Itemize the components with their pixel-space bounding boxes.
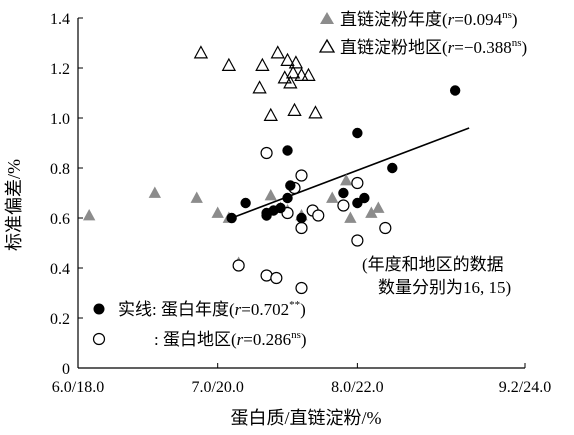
point-protein-year: [387, 162, 398, 174]
point-amylose-year: [365, 206, 378, 218]
point-amylose-region: [285, 65, 301, 79]
point-amylose-year: [190, 191, 203, 203]
point-amylose-region: [193, 45, 209, 59]
point-amylose-region: [294, 67, 309, 81]
point-protein-region: [232, 259, 245, 272]
point-protein-region: [379, 221, 392, 235]
point-protein-region: [295, 221, 308, 235]
data-count-note: (年度和地区的数据 数量分别为16, 15): [362, 255, 511, 297]
point-protein-year: [282, 192, 293, 204]
point-protein-year: [352, 127, 363, 139]
point-amylose-region: [270, 45, 285, 59]
legend-label-protein-year: 实线: 蛋白年度(r=0.702**): [118, 299, 306, 319]
y-tick-label: 1.2: [50, 61, 70, 78]
trendline-layer: [231, 127, 470, 219]
point-amylose-year: [148, 186, 162, 198]
point-protein-region: [270, 271, 283, 285]
point-amylose-region: [308, 105, 323, 119]
point-amylose-region: [263, 107, 278, 121]
point-amylose-region: [221, 57, 237, 71]
note-line-1: (年度和地区的数据: [362, 255, 504, 274]
y-tick-label: 0.2: [50, 311, 70, 328]
x-tick-label: 8.0/22.0: [331, 379, 383, 396]
legend-top: 直链淀粉年度(r=0.094ns) 直链淀粉地区(r=−0.388ns): [318, 9, 527, 57]
legend-marker-amylose-year: [320, 12, 334, 24]
legend-marker-protein-region: [92, 332, 106, 346]
point-protein-year: [359, 192, 370, 204]
point-amylose-year: [372, 201, 385, 213]
point-amylose-year: [83, 209, 96, 221]
y-tick-label: 1.4: [50, 11, 70, 28]
x-tick-label: 6.0/18.0: [52, 379, 104, 396]
point-protein-year: [261, 207, 272, 219]
y-tick-label: 1.0: [50, 111, 70, 128]
point-amylose-region: [252, 80, 267, 94]
plot-frame: 0 0.2 0.4 0.6 0.8 1.0 1.2 1.4 6.0/18.0 7.0/20.0 8.…: [50, 11, 551, 396]
point-protein-year: [226, 212, 237, 224]
legend-marker-amylose-region: [318, 38, 336, 53]
point-protein-region: [295, 281, 308, 295]
x-axis-title: 蛋白质/直链淀粉/%: [231, 408, 382, 428]
trendline: [231, 127, 470, 219]
y-axis-title: 标准偏差/%: [4, 159, 24, 251]
point-protein-region: [295, 169, 308, 182]
note-line-2: 数量分别为16, 15): [378, 278, 511, 297]
y-tick-label: 0.6: [50, 211, 70, 228]
point-protein-year: [296, 212, 307, 224]
legend-bottom: 实线: 蛋白年度(r=0.702**) : 蛋白地区(r=0.286ns): [92, 299, 307, 349]
point-protein-year: [449, 85, 461, 96]
point-protein-region: [351, 234, 364, 247]
legend-label-amylose-region: 直链淀粉地区(r=−0.388ns): [340, 37, 527, 57]
point-protein-year: [275, 202, 286, 214]
x-tick-label: 7.0/20.0: [191, 379, 243, 396]
point-protein-region: [337, 199, 350, 212]
point-amylose-year: [344, 211, 357, 223]
point-amylose-year: [340, 174, 353, 186]
point-amylose-region: [301, 67, 316, 81]
point-amylose-region: [288, 55, 304, 69]
y-tick-label: 0.4: [50, 261, 70, 278]
point-amylose-year: [211, 206, 224, 218]
point-protein-region: [351, 176, 364, 190]
point-amylose-year: [326, 191, 339, 203]
points-layer: [83, 45, 461, 295]
x-tick-label: 9.2/24.0: [499, 379, 551, 396]
y-tick-label: 0: [62, 361, 70, 378]
point-amylose-region: [255, 57, 270, 71]
point-protein-year: [282, 145, 293, 156]
point-amylose-region: [283, 75, 298, 89]
point-amylose-region: [280, 52, 295, 66]
point-amylose-year: [264, 189, 277, 201]
point-amylose-region: [287, 102, 302, 116]
point-protein-region: [312, 209, 325, 222]
point-protein-year: [240, 197, 251, 209]
legend-label-amylose-year: 直链淀粉年度(r=0.094ns): [340, 9, 518, 29]
point-protein-year: [285, 180, 296, 191]
y-tick-label: 0.8: [50, 161, 70, 178]
point-protein-region: [260, 146, 273, 160]
legend-marker-protein-year: [93, 303, 105, 315]
legend-label-protein-region: : 蛋白地区(r=0.286ns): [154, 329, 307, 349]
point-protein-year: [338, 187, 349, 199]
